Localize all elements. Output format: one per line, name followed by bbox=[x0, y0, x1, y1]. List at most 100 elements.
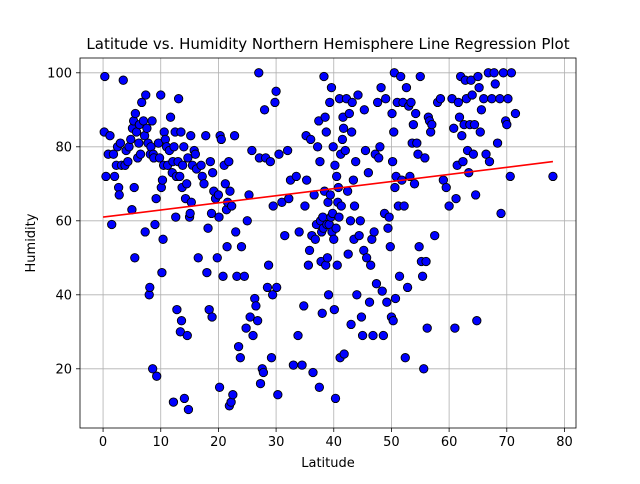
data-point bbox=[224, 156, 234, 167]
data-point bbox=[108, 149, 119, 159]
data-point bbox=[359, 105, 369, 115]
data-point bbox=[274, 149, 284, 159]
data-point bbox=[220, 179, 230, 189]
data-point bbox=[236, 242, 247, 252]
data-point bbox=[304, 245, 315, 256]
data-point bbox=[383, 223, 393, 233]
data-point bbox=[308, 367, 318, 378]
data-point bbox=[254, 68, 264, 78]
data-point bbox=[415, 71, 425, 82]
data-point bbox=[346, 319, 356, 330]
data-point bbox=[282, 145, 293, 156]
data-point bbox=[368, 330, 378, 341]
data-point bbox=[141, 90, 151, 100]
data-point bbox=[284, 193, 294, 204]
data-point bbox=[231, 227, 241, 237]
x-tick-label: 20 bbox=[210, 435, 227, 450]
data-point bbox=[427, 119, 437, 130]
data-point bbox=[495, 94, 505, 104]
data-point bbox=[469, 119, 480, 130]
data-point bbox=[475, 127, 485, 137]
data-point bbox=[214, 212, 224, 222]
data-point bbox=[150, 219, 160, 230]
data-point bbox=[105, 131, 115, 141]
data-point bbox=[157, 267, 167, 278]
data-point bbox=[303, 260, 314, 270]
data-point bbox=[135, 149, 146, 159]
data-point bbox=[337, 134, 348, 145]
data-point bbox=[408, 119, 419, 130]
data-point bbox=[239, 271, 250, 281]
data-point bbox=[115, 138, 126, 148]
data-point bbox=[109, 171, 120, 182]
data-point bbox=[394, 271, 405, 281]
data-point bbox=[355, 216, 365, 226]
data-point bbox=[496, 208, 506, 219]
data-point bbox=[505, 171, 515, 182]
data-point bbox=[299, 301, 309, 311]
data-point bbox=[449, 123, 459, 133]
data-point bbox=[268, 201, 278, 211]
data-point bbox=[347, 97, 357, 108]
data-point bbox=[206, 208, 217, 219]
data-point bbox=[186, 131, 196, 141]
data-point bbox=[222, 242, 232, 252]
data-point bbox=[331, 223, 341, 233]
data-point bbox=[363, 168, 374, 178]
data-point bbox=[484, 156, 495, 167]
data-point bbox=[385, 242, 395, 252]
data-point bbox=[229, 131, 240, 141]
data-point bbox=[241, 323, 251, 333]
data-point bbox=[216, 134, 226, 145]
data-point bbox=[402, 282, 413, 293]
data-point bbox=[330, 393, 341, 404]
data-point bbox=[472, 316, 482, 326]
data-point bbox=[137, 97, 147, 108]
data-point bbox=[421, 256, 431, 267]
data-point bbox=[169, 142, 179, 152]
data-point bbox=[377, 286, 387, 296]
data-point bbox=[306, 134, 316, 145]
data-point bbox=[451, 193, 461, 204]
data-point bbox=[262, 282, 273, 293]
x-tick-label: 70 bbox=[499, 435, 516, 450]
data-point bbox=[267, 290, 278, 300]
data-point bbox=[325, 97, 335, 108]
y-tick-label: 100 bbox=[47, 66, 72, 81]
data-point bbox=[387, 108, 397, 119]
data-point bbox=[338, 123, 349, 133]
data-point bbox=[326, 82, 337, 93]
data-point bbox=[114, 190, 124, 200]
data-point bbox=[157, 175, 168, 185]
data-point bbox=[349, 201, 360, 211]
chart-title: Latitude vs. Humidity Northern Hemispher… bbox=[86, 35, 569, 53]
data-point bbox=[244, 190, 254, 200]
plot-frame bbox=[79, 57, 577, 429]
data-point bbox=[371, 279, 382, 289]
data-point bbox=[172, 304, 182, 315]
data-point bbox=[242, 216, 252, 226]
data-point bbox=[330, 160, 340, 170]
data-point bbox=[101, 171, 111, 182]
data-point bbox=[202, 267, 212, 278]
y-tick-label: 80 bbox=[55, 140, 72, 155]
data-point bbox=[247, 145, 257, 156]
data-point bbox=[233, 341, 244, 352]
data-point bbox=[411, 108, 421, 119]
y-tick-label: 20 bbox=[55, 362, 72, 377]
data-point bbox=[467, 90, 477, 100]
data-point bbox=[354, 230, 364, 241]
data-point bbox=[312, 142, 323, 152]
data-point bbox=[510, 108, 521, 119]
y-tick-label: 40 bbox=[55, 288, 72, 303]
data-point bbox=[258, 367, 269, 378]
data-point bbox=[348, 175, 359, 185]
data-point bbox=[361, 253, 372, 263]
data-point bbox=[419, 364, 429, 374]
data-point bbox=[353, 90, 363, 100]
data-point bbox=[130, 253, 140, 263]
data-point bbox=[414, 242, 424, 252]
data-point bbox=[399, 201, 409, 211]
data-point bbox=[329, 304, 339, 315]
